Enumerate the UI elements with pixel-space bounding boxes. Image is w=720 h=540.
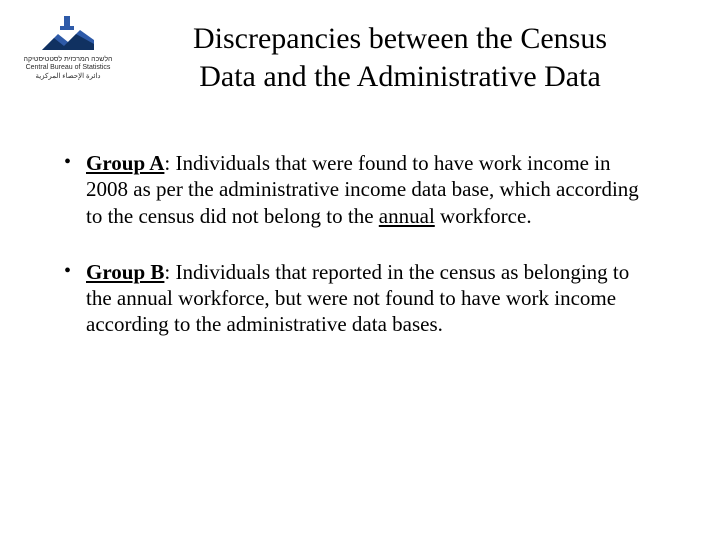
group-a-label: Group A [86, 151, 164, 175]
bullet-group-b: Group B: Individuals that reported in th… [60, 259, 650, 338]
logo-caption-ar: دائرة الإحصاء المركزية [24, 73, 113, 81]
org-logo-block: הלשכה המרכזית לסטטיסטיקה Central Bureau … [18, 14, 118, 81]
cbs-logo-icon [40, 14, 96, 54]
title-line-1: Discrepancies between the Census [193, 22, 607, 55]
bullet-group-a: Group A: Individuals that were found to … [60, 150, 650, 229]
group-a-sep: : [164, 151, 175, 175]
slide-body: Group A: Individuals that were found to … [60, 150, 650, 368]
title-line-2: Data and the Administrative Data [199, 60, 601, 93]
logo-caption-en: Central Bureau of Statistics [24, 64, 113, 72]
group-b-label: Group B [86, 260, 164, 284]
slide-title: Discrepancies between the Census Data an… [140, 20, 660, 95]
group-a-underlined: annual [379, 204, 435, 228]
group-b-sep: : [164, 260, 175, 284]
logo-caption: הלשכה המרכזית לסטטיסטיקה Central Bureau … [24, 56, 113, 81]
group-a-text-2: workforce. [435, 204, 532, 228]
logo-caption-he: הלשכה המרכזית לסטטיסטיקה [24, 56, 113, 64]
slide: הלשכה המרכזית לסטטיסטיקה Central Bureau … [0, 0, 720, 540]
bullet-list: Group A: Individuals that were found to … [60, 150, 650, 338]
